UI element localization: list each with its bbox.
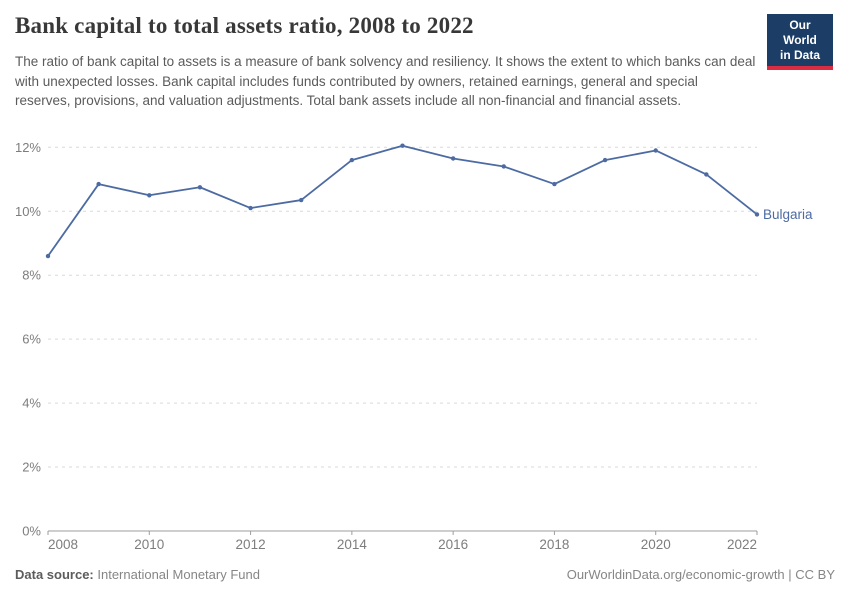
data-point-2014[interactable] (349, 157, 355, 163)
page-title: Bank capital to total assets ratio, 2008… (15, 13, 474, 38)
data-point-2009[interactable] (96, 181, 101, 187)
data-point-2012[interactable] (248, 205, 253, 211)
x-axis-label-2020: 2020 (641, 537, 671, 552)
chart-subtitle: The ratio of bank capital to assets is a… (15, 54, 756, 109)
data-point-2019[interactable] (602, 157, 608, 163)
owid-url-link[interactable]: OurWorldinData.org/economic-growth | CC … (566, 567, 835, 582)
data-point-2017[interactable] (501, 164, 506, 169)
entity-label[interactable]: Bulgaria (763, 207, 813, 222)
data-point-2022[interactable] (754, 212, 760, 217)
data-point-2018[interactable] (552, 181, 557, 187)
x-axis-label-2010: 2010 (134, 537, 164, 552)
y-axis-label-2: 2% (22, 460, 41, 475)
data-point-2016[interactable] (450, 156, 456, 161)
x-axis-label-2014: 2014 (337, 537, 368, 552)
y-axis-label-10: 10% (15, 204, 41, 219)
owid-logo[interactable]: Our World in Data (767, 14, 833, 70)
x-axis-label-2018: 2018 (539, 537, 569, 552)
chart-footer: Data source: International Monetary Fund… (15, 567, 835, 582)
y-axis-label-12: 12% (15, 140, 41, 155)
data-source: Data source: International Monetary Fund (15, 567, 260, 582)
data-point-2010[interactable] (147, 193, 152, 198)
owid-logo-line2: in Data (779, 48, 820, 62)
y-axis-label-4: 4% (22, 396, 41, 411)
x-axis-label-2008: 2008 (48, 537, 78, 552)
data-point-2008[interactable] (45, 253, 51, 259)
y-axis-label-0: 0% (22, 524, 41, 539)
data-point-2015[interactable] (400, 143, 405, 148)
data-point-2020[interactable] (653, 148, 658, 153)
data-point-2013[interactable] (299, 197, 304, 203)
series-line-bulgaria[interactable] (47, 144, 758, 257)
y-axis-label-6: 6% (22, 332, 41, 347)
data-source-value: International Monetary Fund (97, 567, 260, 582)
data-point-2011[interactable] (197, 185, 203, 190)
data-point-2021[interactable] (704, 172, 709, 177)
data-source-label: Data source: (15, 567, 94, 582)
x-axis-label-2012: 2012 (236, 537, 266, 552)
y-axis-label-8: 8% (22, 268, 41, 283)
x-axis-label-2016: 2016 (438, 537, 468, 552)
owid-logo-line1: Our World (783, 18, 817, 47)
x-axis-label-2022: 2022 (727, 537, 757, 552)
